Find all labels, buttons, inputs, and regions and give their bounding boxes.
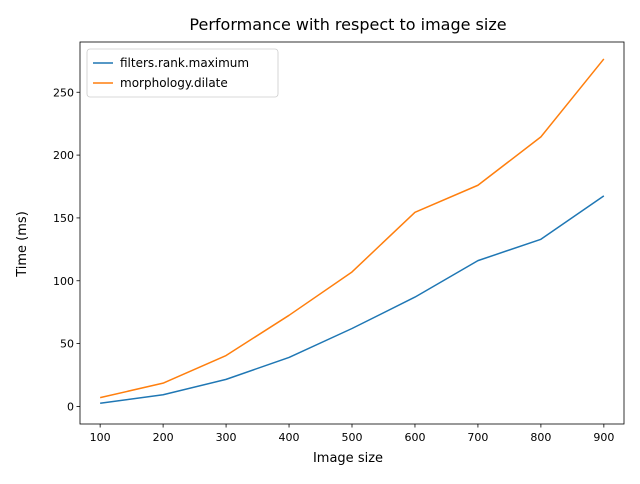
x-tick-label: 700 [467, 431, 488, 444]
x-tick-label: 200 [153, 431, 174, 444]
y-tick-label: 200 [53, 149, 74, 162]
chart-title: Performance with respect to image size [189, 15, 506, 34]
legend: filters.rank.maximum morphology.dilate [86, 48, 279, 98]
plot-area [80, 42, 624, 424]
legend-label-0: filters.rank.maximum [120, 56, 249, 70]
series-layer [99, 58, 605, 405]
x-tick-label: 400 [279, 431, 300, 444]
y-tick-label: 100 [53, 275, 74, 288]
x-axis-label: Image size [313, 451, 383, 466]
series-line-1 [99, 58, 605, 399]
axes-layer: 100 200 300 400 500 600 700 800 900 0 50 100 150 200 2… [53, 41, 625, 444]
x-tick-label: 600 [404, 431, 425, 444]
x-tick-label: 800 [530, 431, 551, 444]
x-tick-label: 300 [216, 431, 237, 444]
legend-label-1: morphology.dilate [120, 76, 228, 90]
series-line-0 [100, 195, 605, 405]
x-tick-label: 900 [593, 431, 614, 444]
y-tick-label: 250 [53, 86, 74, 99]
x-tick-label: 100 [90, 431, 111, 444]
y-tick-label: 0 [67, 400, 74, 413]
y-tick-label: 150 [53, 212, 74, 225]
legend-box [86, 48, 279, 98]
y-tick-label: 50 [60, 338, 74, 351]
y-axis-label: Time (ms) [15, 211, 30, 278]
plot-background [80, 42, 624, 424]
x-tick-label: 500 [342, 431, 363, 444]
